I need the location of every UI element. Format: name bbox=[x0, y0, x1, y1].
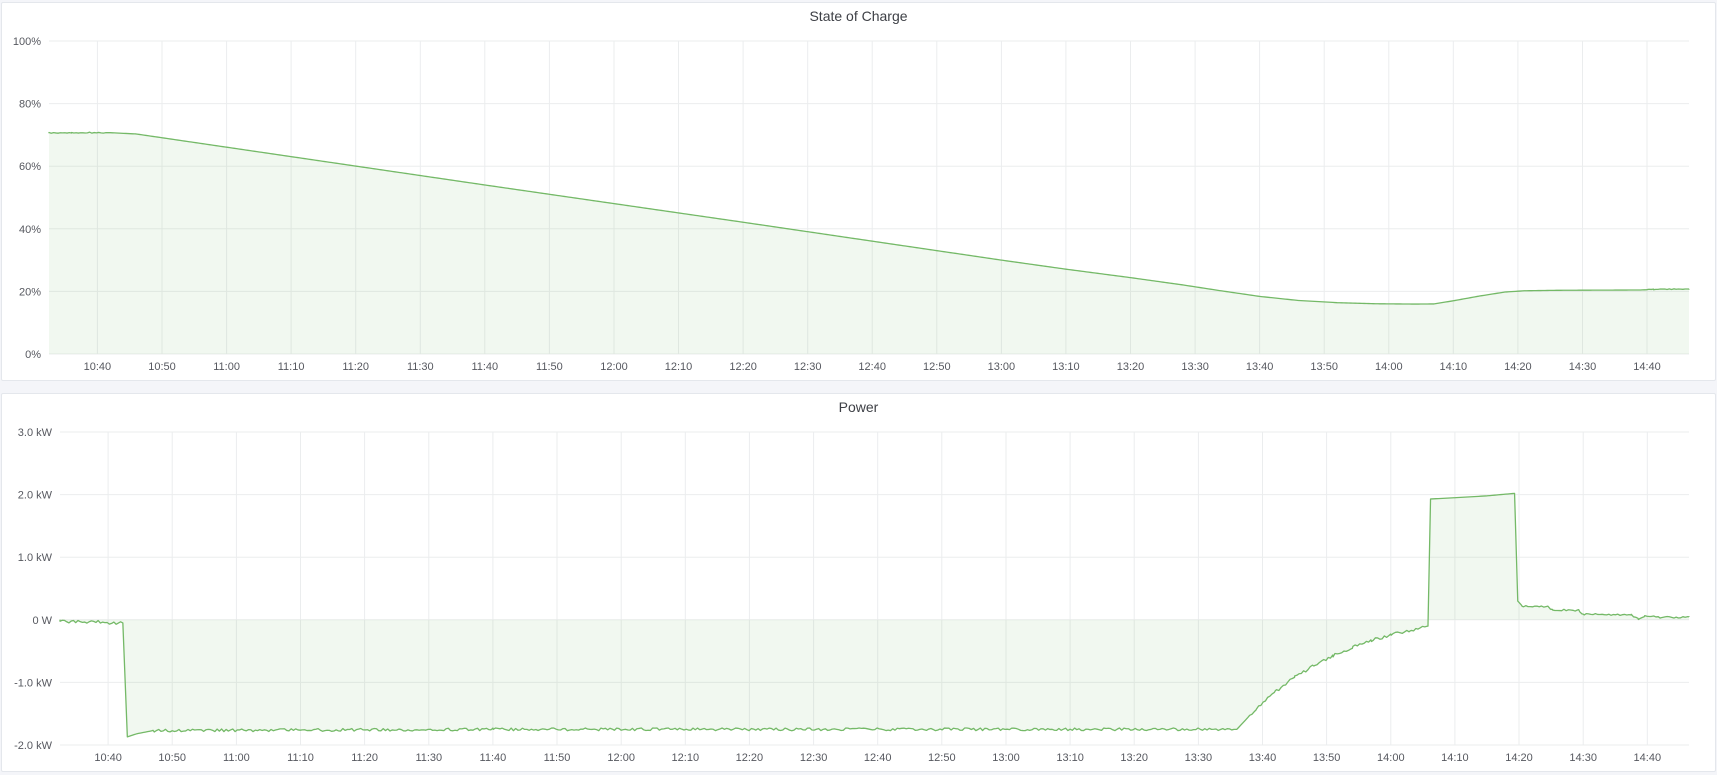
x-axis-label: 10:50 bbox=[148, 361, 176, 373]
x-axis-label: 13:50 bbox=[1310, 361, 1338, 373]
x-axis-label: 13:10 bbox=[1052, 361, 1080, 373]
x-axis-label: 11:30 bbox=[407, 361, 434, 373]
x-axis-label: 11:00 bbox=[213, 361, 240, 373]
x-axis-label: 12:50 bbox=[923, 361, 951, 373]
x-axis-label: 13:30 bbox=[1185, 752, 1213, 764]
y-axis-label: 0 W bbox=[32, 615, 52, 627]
x-axis-label: 13:50 bbox=[1313, 752, 1341, 764]
y-axis-label: 20% bbox=[19, 286, 41, 298]
x-axis-label: 10:40 bbox=[84, 361, 112, 373]
x-axis-label: 12:00 bbox=[607, 752, 635, 764]
x-axis-label: 14:00 bbox=[1377, 752, 1405, 764]
x-axis-label: 12:00 bbox=[600, 361, 628, 373]
x-axis-label: 12:40 bbox=[864, 752, 892, 764]
x-axis-label: 14:30 bbox=[1569, 361, 1597, 373]
x-axis-label: 13:30 bbox=[1181, 361, 1209, 373]
y-axis-label: 3.0 kW bbox=[18, 427, 53, 439]
x-axis-label: 13:00 bbox=[988, 361, 1016, 373]
x-axis-label: 11:30 bbox=[415, 752, 442, 764]
x-axis-label: 12:30 bbox=[800, 752, 828, 764]
x-axis-label: 11:10 bbox=[287, 752, 314, 764]
x-axis-label: 12:10 bbox=[672, 752, 700, 764]
x-axis-label: 10:40 bbox=[94, 752, 122, 764]
x-axis-label: 13:10 bbox=[1056, 752, 1084, 764]
x-axis-label: 14:30 bbox=[1569, 752, 1597, 764]
x-axis-label: 11:00 bbox=[223, 752, 250, 764]
x-axis-label: 13:40 bbox=[1246, 361, 1274, 373]
x-axis-label: 12:10 bbox=[665, 361, 693, 373]
power-line bbox=[59, 492, 1690, 738]
panel-title-state-of-charge[interactable]: State of Charge bbox=[809, 8, 908, 24]
y-axis-label: -1.0 kW bbox=[14, 677, 53, 689]
x-axis-label: 12:20 bbox=[736, 752, 764, 764]
state-of-charge-chart[interactable]: 0% 20% 40% 60% 80% 100% 10:40 10:50 11:00 11:10 11… bbox=[2, 3, 1715, 380]
panel-state-of-charge: State of Charge 0% 20% 40% 60% 80% 100% 10:40 1… bbox=[1, 2, 1716, 381]
x-axis-label: 11:20 bbox=[351, 752, 378, 764]
y-axis-label: 2.0 kW bbox=[18, 490, 53, 502]
y-axis-label: 80% bbox=[19, 99, 41, 111]
x-axis-label: 12:40 bbox=[858, 361, 886, 373]
x-axis-label: 14:10 bbox=[1441, 752, 1469, 764]
y-axis-label: 60% bbox=[19, 161, 41, 173]
y-axis-label: 1.0 kW bbox=[18, 552, 53, 564]
state-of-charge-line bbox=[48, 131, 1690, 305]
power-area bbox=[60, 493, 1689, 737]
x-axis-label: 12:50 bbox=[928, 752, 956, 764]
y-axis-label: 40% bbox=[19, 224, 41, 236]
x-axis-label: 13:40 bbox=[1249, 752, 1277, 764]
state-of-charge-area bbox=[49, 132, 1689, 354]
x-axis-label: 14:10 bbox=[1440, 361, 1468, 373]
x-axis-label: 11:50 bbox=[536, 361, 563, 373]
x-axis-label: 13:20 bbox=[1117, 361, 1145, 373]
x-axis-label: 12:30 bbox=[794, 361, 822, 373]
x-axis-label: 11:20 bbox=[342, 361, 369, 373]
y-axis-label: 100% bbox=[13, 36, 41, 48]
x-axis-label: 14:00 bbox=[1375, 361, 1403, 373]
x-axis-label: 14:20 bbox=[1505, 752, 1533, 764]
x-axis-label: 10:50 bbox=[158, 752, 186, 764]
x-axis-label: 11:10 bbox=[278, 361, 305, 373]
x-axis-label: 11:50 bbox=[544, 752, 571, 764]
x-axis-label: 12:20 bbox=[729, 361, 757, 373]
power-chart[interactable]: -2.0 kW -1.0 kW 0 W 1.0 kW 2.0 kW 3.0 kW 10:40… bbox=[2, 394, 1715, 771]
x-axis-label: 14:20 bbox=[1504, 361, 1532, 373]
x-axis-label: 13:00 bbox=[992, 752, 1020, 764]
y-axis-label: -2.0 kW bbox=[14, 740, 53, 752]
x-axis-label: 11:40 bbox=[480, 752, 507, 764]
x-axis-label: 11:40 bbox=[471, 361, 498, 373]
x-axis-label: 14:40 bbox=[1633, 361, 1661, 373]
panel-title-power[interactable]: Power bbox=[838, 399, 879, 415]
y-axis-label: 0% bbox=[25, 349, 41, 361]
panel-power: Power -2.0 kW -1.0 kW 0 W 1.0 kW 2.0 kW 3.0 k… bbox=[1, 393, 1716, 772]
x-axis-label: 14:40 bbox=[1634, 752, 1662, 764]
x-axis-label: 13:20 bbox=[1120, 752, 1148, 764]
